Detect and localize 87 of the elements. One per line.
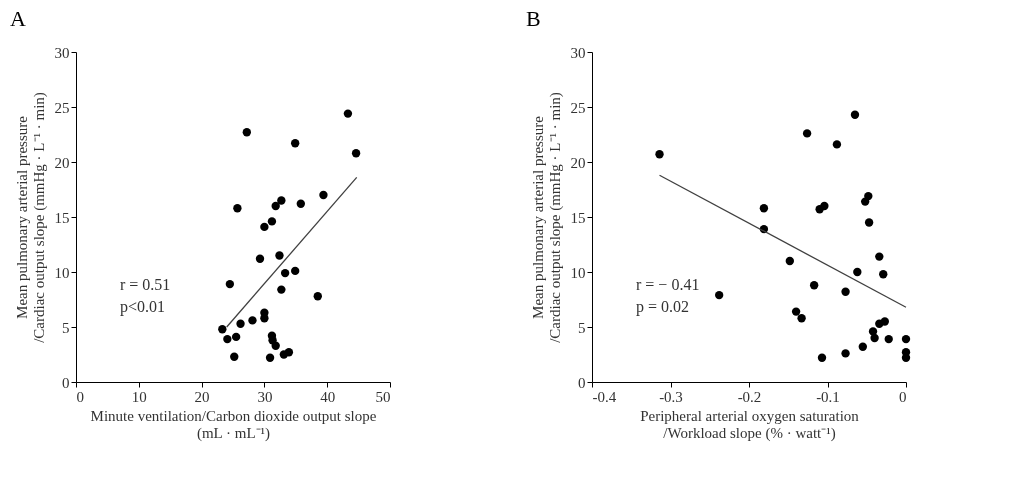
point	[802, 129, 812, 138]
point	[864, 218, 874, 227]
point	[884, 334, 893, 344]
y-tick-label: 30	[54, 44, 70, 61]
point	[313, 292, 322, 301]
point	[858, 342, 868, 351]
point	[870, 333, 879, 343]
point	[820, 201, 829, 211]
y-tick-label: 15	[54, 209, 70, 226]
x-tick-label: 0	[899, 388, 907, 405]
point	[277, 196, 286, 205]
y-tick-label: 0	[578, 374, 586, 391]
y-tick-label: 0	[62, 374, 70, 391]
x-tick-label: 20	[194, 388, 210, 405]
point	[260, 222, 269, 232]
y-tick-label: 5	[62, 319, 70, 336]
point	[841, 287, 850, 296]
annotation: r = − 0.41	[636, 276, 700, 293]
point	[260, 314, 269, 323]
point	[901, 334, 911, 344]
point	[290, 266, 300, 276]
point	[809, 281, 819, 290]
y-tick-label: 20	[570, 154, 586, 171]
x-tick-label: 30	[257, 388, 273, 405]
y-tick-label: 30	[570, 44, 586, 61]
point	[655, 150, 664, 159]
point	[231, 332, 241, 342]
point	[850, 110, 860, 119]
point	[785, 256, 794, 266]
chart-title: A	[10, 6, 26, 31]
point	[853, 267, 862, 277]
point	[242, 128, 251, 137]
point	[791, 307, 801, 316]
point	[284, 348, 294, 357]
x-tick-label: 0	[76, 388, 84, 405]
point	[265, 353, 275, 362]
point	[714, 290, 724, 300]
point	[236, 319, 245, 328]
point	[817, 353, 827, 362]
x-tick-label: 40	[320, 388, 336, 405]
point	[255, 254, 265, 263]
y-axis-title: Mean pulmonary arterial pressure /Cardiac output slope (mmHg · L⁻¹ · min)	[529, 92, 564, 343]
point	[841, 349, 850, 358]
point	[225, 279, 235, 289]
point	[880, 317, 889, 326]
point	[343, 109, 353, 118]
point	[319, 190, 328, 200]
point	[832, 140, 842, 149]
chart-title: B	[526, 6, 541, 31]
y-axis-title: Mean pulmonary arterial pressure /Cardiac output slope (mmHg · L⁻¹ · min)	[13, 92, 48, 343]
y-tick-label: 25	[570, 99, 586, 116]
y-tick-label: 10	[54, 264, 70, 281]
point	[275, 251, 284, 260]
y-tick-label: 5	[578, 319, 586, 336]
point	[267, 217, 277, 226]
x-axis-title: Peripheral arterial oxygen saturation /Workload slope (% · watt⁻¹)	[640, 407, 860, 442]
point	[248, 316, 257, 325]
x-tick-label: -0.1	[816, 388, 840, 405]
point	[233, 204, 242, 213]
point	[230, 352, 239, 361]
point	[875, 252, 884, 261]
point	[290, 139, 300, 148]
point	[271, 201, 280, 211]
point	[223, 334, 232, 344]
point	[296, 199, 306, 208]
x-tick-label: -0.4	[592, 388, 617, 405]
y-tick-label: 15	[570, 209, 586, 226]
point	[864, 191, 873, 201]
x-tick-label: -0.2	[737, 388, 762, 405]
point	[879, 270, 888, 279]
x-tick-label: 50	[375, 388, 391, 405]
y-tick-label: 25	[54, 99, 70, 116]
annotation: p<0.01	[120, 298, 166, 316]
point	[218, 325, 227, 334]
y-tick-label: 10	[570, 264, 586, 281]
x-tick-label: 10	[131, 388, 147, 405]
annotation: r = 0.51	[120, 276, 171, 293]
point	[271, 341, 280, 350]
y-tick-label: 20	[54, 154, 70, 171]
point	[280, 268, 290, 278]
point	[277, 285, 286, 294]
x-tick-label: -0.3	[659, 388, 683, 405]
point	[351, 149, 361, 158]
x-axis-title: Minute ventilation/Carbon dioxide output slope (mL · mL⁻¹)	[90, 407, 377, 442]
point	[759, 204, 769, 213]
point	[797, 314, 806, 323]
annotation: p = 0.02	[636, 298, 690, 316]
